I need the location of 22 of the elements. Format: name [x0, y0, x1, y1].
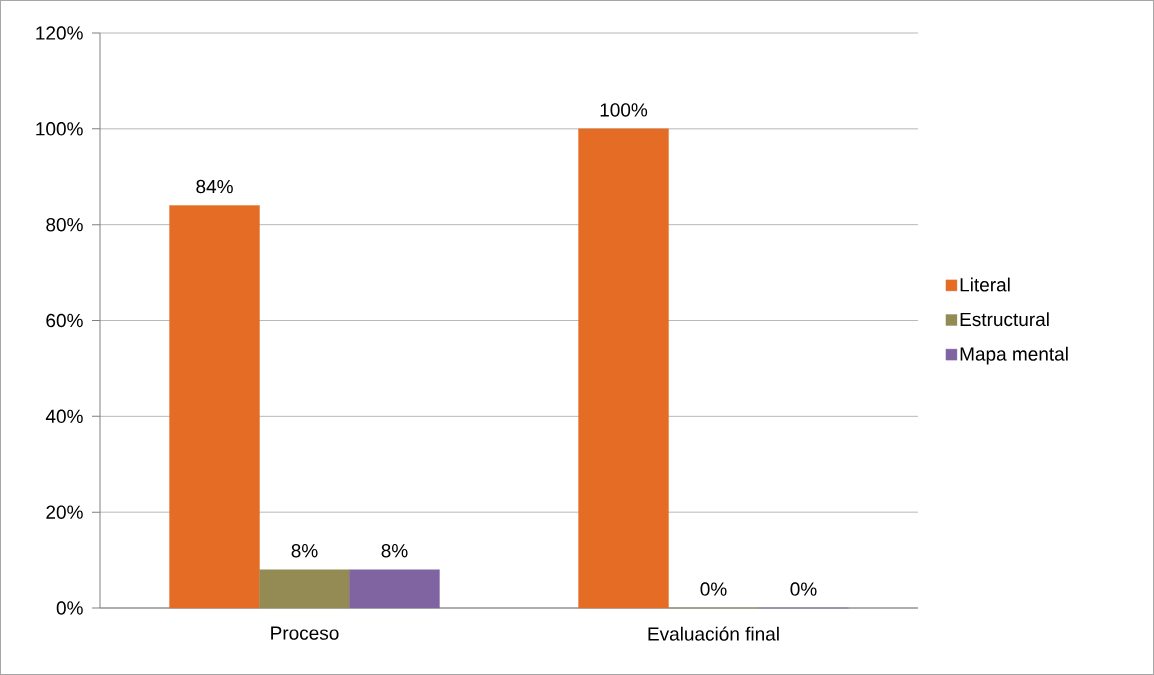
y-tick-label: 60% — [46, 313, 83, 328]
legend-label: Mapa mental — [960, 346, 1068, 365]
x-tick-label: Evaluación final — [648, 626, 779, 641]
bar — [349, 569, 440, 609]
y-tick-label: 120% — [36, 26, 83, 40]
data-label: 8% — [291, 544, 318, 558]
y-tick-label: 40% — [45, 409, 83, 424]
bar — [578, 128, 669, 609]
y-tick-label: 100% — [36, 122, 83, 136]
bar — [169, 205, 260, 609]
data-label: 0% — [790, 582, 817, 596]
data-label: 84% — [196, 179, 233, 194]
y-tick-label: 80% — [46, 217, 83, 232]
y-tick-label: 0% — [56, 601, 83, 615]
legend-label: Estructural — [960, 312, 1049, 327]
data-label: 0% — [700, 582, 727, 596]
data-label: 8% — [381, 544, 408, 558]
legend-label: Literal — [960, 277, 1010, 292]
x-tick-label: Proceso — [271, 626, 339, 640]
bar — [259, 569, 350, 609]
y-tick-label: 20% — [46, 505, 83, 519]
data-label: 100% — [600, 103, 648, 117]
